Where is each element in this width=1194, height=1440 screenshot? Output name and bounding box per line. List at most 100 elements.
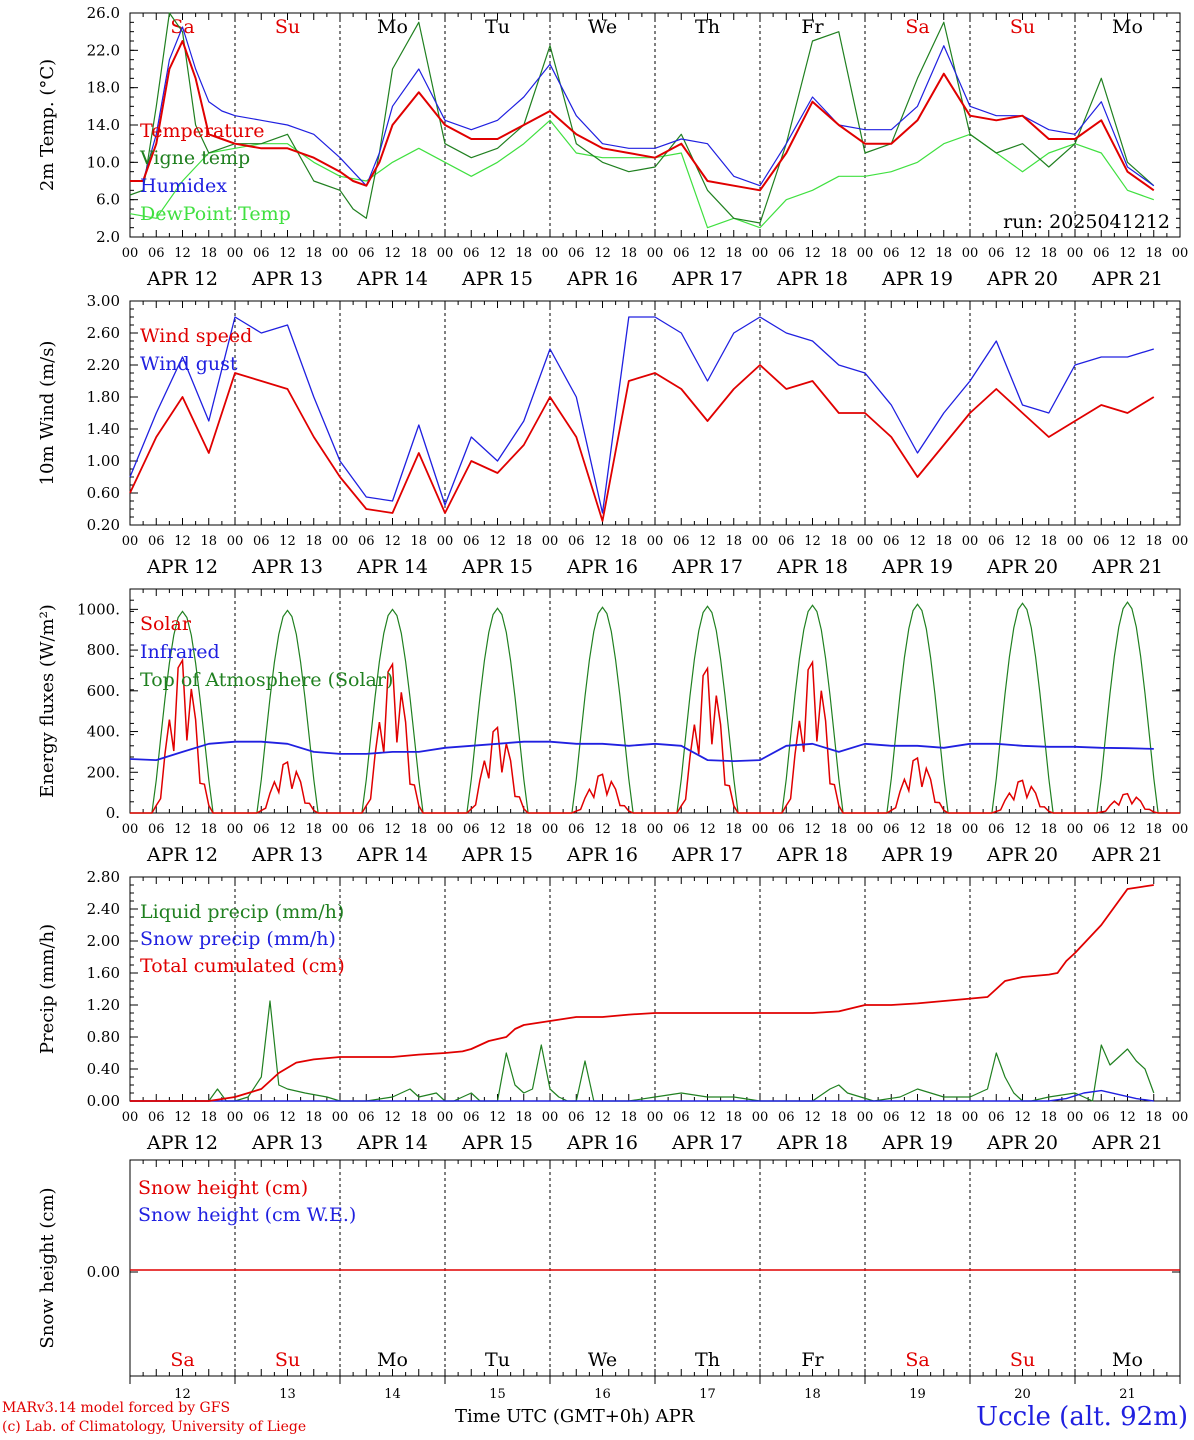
y-axis-label: Precip (mm/h) <box>37 924 58 1054</box>
x-tick-label: 00 <box>857 822 874 837</box>
x-tick-label: 06 <box>778 534 795 549</box>
legend-entry: Liquid precip (mm/h) <box>140 901 344 923</box>
date-label: APR 18 <box>776 1132 848 1154</box>
x-tick-label: 12 <box>909 246 926 261</box>
x-tick-label: 00 <box>647 534 664 549</box>
y-tick-label: 1.20 <box>87 996 120 1014</box>
y-tick-label: 2.60 <box>87 324 120 342</box>
x-tick-label: 00 <box>857 246 874 261</box>
day-number-label: 16 <box>594 1387 611 1400</box>
y-tick-label: 0. <box>106 804 120 822</box>
day-of-week-label: Mo <box>1112 16 1143 38</box>
x-tick-label: 06 <box>778 1110 795 1125</box>
x-tick-label: 06 <box>148 534 165 549</box>
x-tick-label: 12 <box>699 822 716 837</box>
x-tick-label: 06 <box>673 1110 690 1125</box>
legend-entry: Top of Atmosphere (Solar) <box>140 669 393 691</box>
date-label: APR 12 <box>146 844 218 866</box>
legend-entry: Total cumulated (cm) <box>140 955 345 977</box>
x-tick-label: 18 <box>1145 822 1162 837</box>
x-tick-label: 12 <box>804 534 821 549</box>
date-label: APR 20 <box>986 844 1058 866</box>
x-tick-label: 18 <box>1145 1110 1162 1125</box>
date-label: APR 17 <box>671 556 743 578</box>
date-label: APR 19 <box>881 844 953 866</box>
x-tick-label: 06 <box>778 246 795 261</box>
day-of-week-label: Su <box>275 16 300 38</box>
x-tick-label: 00 <box>227 246 244 261</box>
x-tick-label: 06 <box>148 1110 165 1125</box>
day-of-week-label: Fr <box>801 16 824 38</box>
x-tick-label: 00 <box>542 534 559 549</box>
x-tick-label: 00 <box>227 534 244 549</box>
x-tick-label: 00 <box>437 534 454 549</box>
day-number-label: 13 <box>279 1387 296 1400</box>
x-tick-label: 06 <box>778 822 795 837</box>
date-label: APR 21 <box>1091 844 1163 866</box>
x-tick-label: 00 <box>332 534 349 549</box>
y-tick-label: 1000. <box>77 600 120 618</box>
x-tick-label: 12 <box>174 1110 191 1125</box>
x-tick-label: 18 <box>830 1110 847 1125</box>
x-tick-label: 06 <box>673 822 690 837</box>
x-tick-label: 12 <box>699 1110 716 1125</box>
legend-entry: Snow height (cm) <box>138 1177 308 1199</box>
x-tick-label: 12 <box>1119 822 1136 837</box>
date-label: APR 20 <box>986 556 1058 578</box>
x-tick-label: 06 <box>253 822 270 837</box>
date-label: APR 13 <box>251 268 323 290</box>
date-label: APR 16 <box>566 1132 638 1154</box>
day-of-week-label-bottom: Th <box>695 1349 720 1371</box>
x-tick-label: 12 <box>699 534 716 549</box>
date-label: APR 12 <box>146 556 218 578</box>
x-tick-label: 18 <box>830 822 847 837</box>
date-label: APR 12 <box>146 268 218 290</box>
y-tick-label: 1.40 <box>87 420 120 438</box>
x-tick-label: 12 <box>384 534 401 549</box>
y-tick-label: 2.20 <box>87 356 120 374</box>
x-tick-label: 06 <box>358 534 375 549</box>
x-tick-label: 00 <box>122 534 139 549</box>
y-tick-label: 6.0 <box>96 191 120 209</box>
x-tick-label: 12 <box>174 246 191 261</box>
date-label: APR 13 <box>251 1132 323 1154</box>
x-tick-label: 00 <box>437 822 454 837</box>
station-label: Uccle (alt. 92m) <box>976 1402 1188 1432</box>
x-tick-label: 18 <box>1040 822 1057 837</box>
x-tick-label: 12 <box>174 822 191 837</box>
date-label: APR 14 <box>356 844 428 866</box>
meteogram-chart: 00 06 12 18 00 06 12 18 00 06 12 18 00 06 12 18 00 06 12 18… <box>37 4 1189 1400</box>
date-label: APR 18 <box>776 844 848 866</box>
date-label: APR 12 <box>146 1132 218 1154</box>
y-tick-label: 400. <box>87 723 120 741</box>
day-of-week-label-bottom: Su <box>1010 1349 1035 1371</box>
legend-entry: Snow precip (mm/h) <box>140 928 336 950</box>
y-tick-label: 0.40 <box>87 1060 120 1078</box>
x-tick-label: 00 <box>647 246 664 261</box>
day-number-label: 19 <box>909 1387 926 1400</box>
y-tick-label: 0.60 <box>87 484 120 502</box>
day-number-label: 17 <box>699 1387 716 1400</box>
x-tick-label: 18 <box>830 534 847 549</box>
series-line-green <box>129 12 1155 224</box>
x-tick-label: 12 <box>699 246 716 261</box>
x-tick-label: 18 <box>410 246 427 261</box>
x-tick-label: 00 <box>857 1110 874 1125</box>
x-tick-label: 06 <box>568 822 585 837</box>
x-tick-label: 00 <box>437 246 454 261</box>
date-label: APR 13 <box>251 844 323 866</box>
day-of-week-label-bottom: Mo <box>1112 1349 1143 1371</box>
y-tick-label: 14.0 <box>87 116 120 134</box>
x-tick-label: 12 <box>804 822 821 837</box>
y-tick-label: 22.0 <box>87 41 120 59</box>
x-tick-label: 00 <box>332 822 349 837</box>
x-tick-label: 18 <box>935 822 952 837</box>
x-tick-label: 06 <box>988 822 1005 837</box>
x-tick-label: 12 <box>489 1110 506 1125</box>
x-tick-label: 00 <box>1067 246 1084 261</box>
day-number-label: 21 <box>1119 1387 1136 1400</box>
x-tick-label: 00 <box>1172 534 1189 549</box>
y-axis-label: Snow height (cm) <box>37 1187 58 1348</box>
legend-entry: Wind speed <box>140 325 252 347</box>
x-tick-label: 00 <box>752 534 769 549</box>
